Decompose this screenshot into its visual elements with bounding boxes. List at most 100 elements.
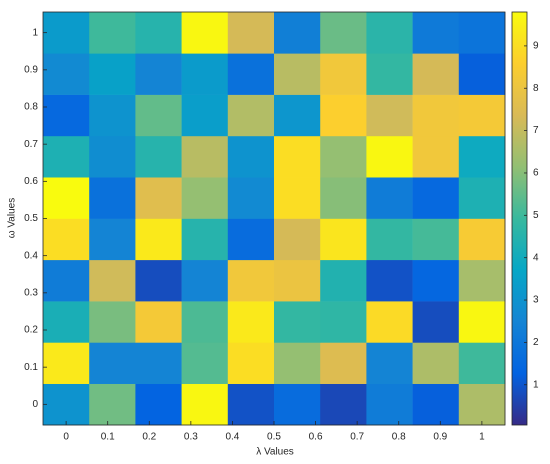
heatmap-cell — [181, 342, 229, 384]
heatmap-cell — [320, 259, 367, 302]
colorbar-tick-label: 5 — [533, 210, 539, 221]
heatmap-cell — [412, 135, 460, 178]
heatmap-cell — [320, 301, 367, 343]
heatmap-cell — [89, 177, 136, 219]
heatmap-cell — [412, 12, 460, 54]
heatmap-cell — [135, 342, 182, 384]
x-tick-label: 0.1 — [101, 432, 115, 443]
heatmap-cell — [412, 177, 460, 219]
heatmap-cell — [181, 218, 229, 261]
heatmap-cell — [458, 383, 506, 426]
heatmap-cell — [320, 53, 367, 95]
heatmap-cell — [181, 301, 229, 343]
colorbar-tick-label: 7 — [533, 125, 539, 136]
x-tick-label: 1 — [479, 432, 485, 443]
heatmap-cell — [458, 301, 506, 343]
heatmap-cell — [366, 135, 413, 178]
y-tick-label: 0 — [32, 399, 38, 410]
heatmap-cell — [181, 383, 229, 426]
heatmap-cell — [458, 135, 506, 178]
heatmap-cell — [227, 94, 275, 137]
heatmap-cell — [43, 218, 90, 261]
heatmap-cell — [274, 177, 321, 219]
heatmap-cell — [227, 342, 275, 384]
heatmap-cell — [43, 12, 90, 54]
y-tick-label: 0.9 — [24, 64, 38, 75]
colorbar-tick-label: 6 — [533, 168, 539, 179]
heatmap-cell — [227, 383, 275, 426]
heatmap-cell — [366, 218, 413, 261]
y-tick-label: 0.1 — [24, 362, 38, 373]
heatmap-cell — [227, 135, 275, 178]
heatmap-cell — [412, 342, 460, 384]
y-tick-label: 0.2 — [24, 325, 38, 336]
x-axis-label: λ Values — [256, 447, 294, 458]
heatmap-cell — [181, 177, 229, 219]
heatmap-cell — [181, 135, 229, 178]
heatmap-cell — [89, 94, 136, 137]
x-tick-label: 0.5 — [267, 432, 281, 443]
heatmap-cell — [43, 259, 90, 302]
heatmap-cell — [43, 135, 90, 178]
heatmap-cell — [43, 383, 90, 426]
heatmap-cell — [274, 53, 321, 95]
y-tick-label: 0.4 — [24, 250, 38, 261]
heatmap-cell — [227, 53, 275, 95]
heatmap-cell — [89, 12, 136, 54]
colorbar — [511, 11, 528, 426]
heatmap-cell — [274, 342, 321, 384]
heatmap-cell — [366, 342, 413, 384]
heatmap-cell — [320, 12, 367, 54]
heatmap-cell — [274, 12, 321, 54]
colorbar-tick-label: 1 — [533, 379, 539, 390]
heatmap-cell — [181, 53, 229, 95]
heatmap-cell — [320, 383, 367, 426]
y-tick-label: 1 — [32, 27, 38, 38]
heatmap-cell — [320, 342, 367, 384]
colorbar-tick-label: 4 — [533, 252, 539, 263]
heatmap-cell — [43, 177, 90, 219]
heatmap-cell — [412, 301, 460, 343]
x-tick-label: 0.7 — [350, 432, 364, 443]
heatmap-cell — [366, 259, 413, 302]
x-tick-label: 0.6 — [309, 432, 323, 443]
heatmap-cell — [320, 177, 367, 219]
heatmap-cell — [135, 301, 182, 343]
heatmap-cell — [458, 177, 506, 219]
heatmap-cell — [320, 218, 367, 261]
x-tick-label: 0.4 — [225, 432, 239, 443]
y-tick-label: 0.7 — [24, 139, 38, 150]
heatmap-cell — [412, 94, 460, 137]
heatmap-cell — [366, 94, 413, 137]
heatmap-cell — [227, 177, 275, 219]
heatmap-cell — [89, 135, 136, 178]
heatmap-cell — [227, 259, 275, 302]
x-tick-label: 0.8 — [392, 432, 406, 443]
heatmap-cell — [135, 259, 182, 302]
heatmap-cell — [89, 301, 136, 343]
colorbar-tick-label: 3 — [533, 295, 539, 306]
y-tick-label: 0.6 — [24, 176, 38, 187]
heatmap-cell — [43, 301, 90, 343]
colorbar-tick-label: 2 — [533, 337, 539, 348]
heatmap-cell — [458, 342, 506, 384]
y-axis-label: ω Values — [7, 198, 18, 238]
heatmap-cell — [412, 259, 460, 302]
heatmap-cell — [458, 218, 506, 261]
heatmap-cell — [458, 53, 506, 95]
heatmap-cell — [458, 12, 506, 54]
heatmap-cell — [135, 12, 182, 54]
heatmap-cell — [366, 53, 413, 95]
heatmap-cell — [43, 94, 90, 137]
heatmap-cell — [89, 218, 136, 261]
heatmap-cell — [135, 135, 182, 178]
heatmap-cell — [274, 301, 321, 343]
heatmap-cell — [43, 53, 90, 95]
heatmap-cell — [412, 218, 460, 261]
heatmap-cell — [135, 177, 182, 219]
heatmap-cell — [89, 342, 136, 384]
heatmap-cell — [89, 259, 136, 302]
heatmap-cell — [366, 383, 413, 426]
colorbar-tick-label: 8 — [533, 83, 539, 94]
